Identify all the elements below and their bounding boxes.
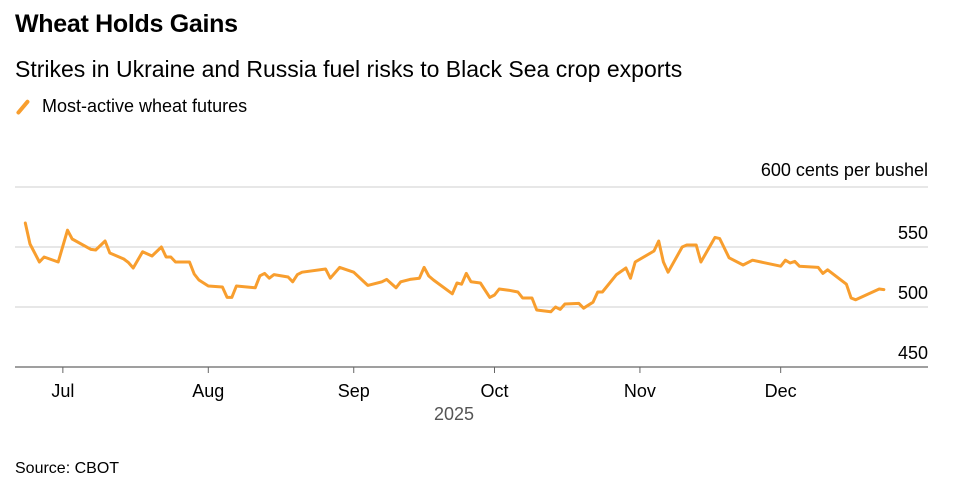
source-note: Source: CBOT [15, 460, 120, 477]
x-tick-label: Jul [51, 381, 74, 401]
y-axis-unit-label: 600 cents per bushel [760, 160, 928, 180]
series-line-wheat-futures [23, 221, 886, 314]
x-tick-label: Aug [192, 381, 224, 401]
x-axis-year-label: 2025 [434, 404, 474, 424]
legend-label: Most-active wheat futures [42, 96, 248, 116]
chart-subtitle: Strikes in Ukraine and Russia fuel risks… [15, 56, 683, 82]
x-tick-label: Dec [765, 381, 797, 401]
x-tick-label: Nov [624, 381, 656, 401]
x-tick-label: Sep [338, 381, 370, 401]
x-tick-label: Oct [480, 381, 508, 401]
y-tick-label: 550 [898, 223, 928, 243]
y-tick-label: 450 [898, 343, 928, 363]
chart-title: Wheat Holds Gains [15, 10, 238, 38]
legend: Most-active wheat futures [15, 96, 247, 117]
y-tick-label: 500 [898, 283, 928, 303]
